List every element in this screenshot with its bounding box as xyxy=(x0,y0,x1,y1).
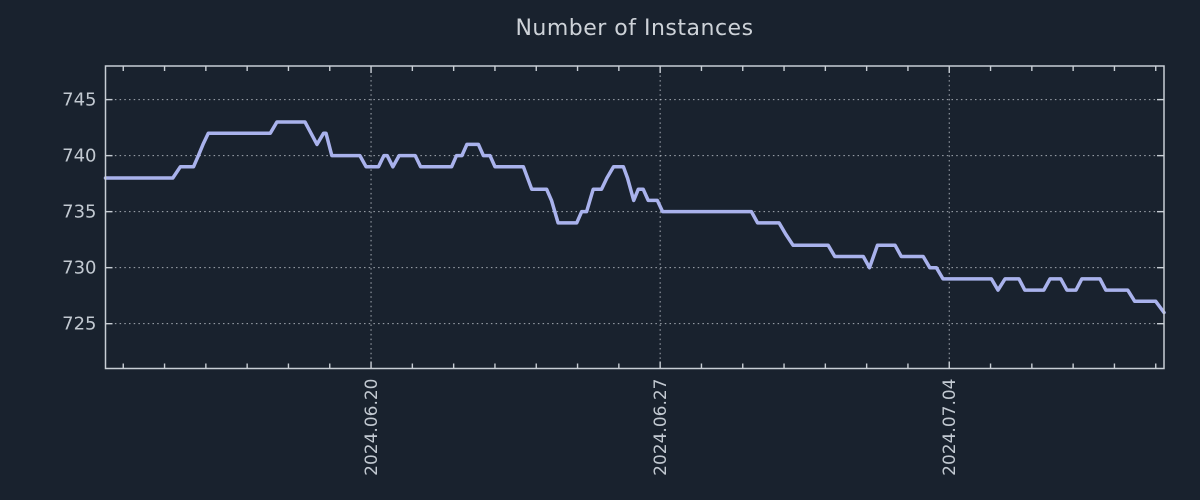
data-line-instances xyxy=(103,120,1166,315)
tick-marks xyxy=(105,66,1164,369)
x-tick-label: 2024.06.20 xyxy=(362,379,382,476)
y-tick-labels: 725 730 735 740 745 xyxy=(62,90,96,335)
x-tick-label: 2024.07.04 xyxy=(940,379,960,476)
x-tick-labels: 2024.06.20 2024.06.27 2024.07.04 xyxy=(362,379,960,476)
y-tick-label: 735 xyxy=(62,202,96,223)
plot-border xyxy=(104,65,1165,370)
y-tick-label: 725 xyxy=(62,314,96,335)
x-tick-label: 2024.06.27 xyxy=(651,379,671,476)
x-gridlines xyxy=(370,66,950,369)
chart-title: Number of Instances xyxy=(515,16,754,41)
y-tick-label: 730 xyxy=(62,258,96,279)
y-tick-label: 740 xyxy=(62,146,96,167)
y-tick-label: 745 xyxy=(62,90,96,111)
